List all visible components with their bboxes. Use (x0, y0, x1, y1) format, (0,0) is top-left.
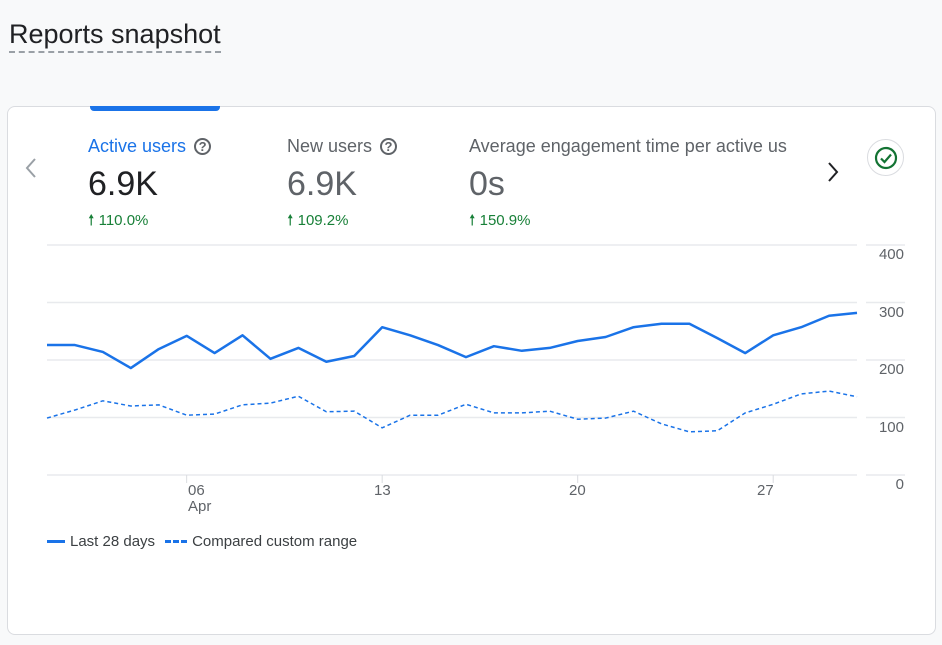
metric-value: 6.9K (88, 165, 158, 203)
y-tick-label: 100 (878, 419, 904, 436)
check-circle-icon[interactable] (867, 139, 904, 176)
y-tick-label: 300 (878, 304, 904, 321)
metric-change: 150.9% (479, 212, 531, 229)
metric-change: 110.0% (98, 212, 149, 229)
y-tick-label: 400 (878, 246, 904, 263)
chevron-right-icon[interactable] (826, 160, 840, 191)
y-tick-label: 0 (895, 476, 904, 493)
metric-change: 109.2% (297, 212, 349, 229)
metric-label: Average engagement time per active us (469, 135, 787, 156)
legend-solid-swatch (47, 540, 65, 543)
metric-value: 6.9K (287, 165, 357, 203)
arrow-up-icon: 🠕 (88, 212, 95, 229)
metric-label: Active users (88, 135, 187, 156)
metric-value: 0s (469, 165, 505, 203)
reports-snapshot-card (7, 106, 936, 635)
metric-label: New users (287, 135, 373, 156)
help-circle-icon[interactable]: ? (380, 137, 398, 155)
legend-item-compared-range[interactable]: Compared custom range (192, 533, 358, 550)
legend-item-last-28-days[interactable]: Last 28 days (70, 533, 156, 550)
x-tick-label: 13 (374, 482, 391, 499)
y-tick-label: 200 (878, 361, 904, 378)
arrow-up-icon: 🠕 (287, 212, 294, 229)
metric-avg-engagement-time[interactable]: Average engagement time per active us 0s… (469, 134, 787, 235)
chart-legend: Last 28 days Compared custom range (47, 533, 357, 550)
x-tick-label: 20 (569, 482, 586, 499)
help-circle-icon[interactable]: ? (194, 137, 212, 155)
x-tick-label: 06 Apr (188, 482, 212, 515)
arrow-up-icon: 🠕 (469, 212, 476, 229)
chevron-left-icon[interactable] (24, 156, 38, 187)
metric-active-users[interactable]: Active users? 6.9K 🠕 110.0% (88, 134, 212, 235)
legend-dashed-swatch (165, 540, 188, 543)
metric-new-users[interactable]: New users? 6.9K 🠕 109.2% (287, 134, 398, 235)
series-line-compared-custom-range (46, 390, 858, 433)
series-line-last-28-days (47, 311, 858, 370)
active-tab-indicator (90, 106, 220, 111)
page-title[interactable]: Reports snapshot (9, 18, 221, 53)
x-tick-label: 27 (757, 482, 774, 499)
